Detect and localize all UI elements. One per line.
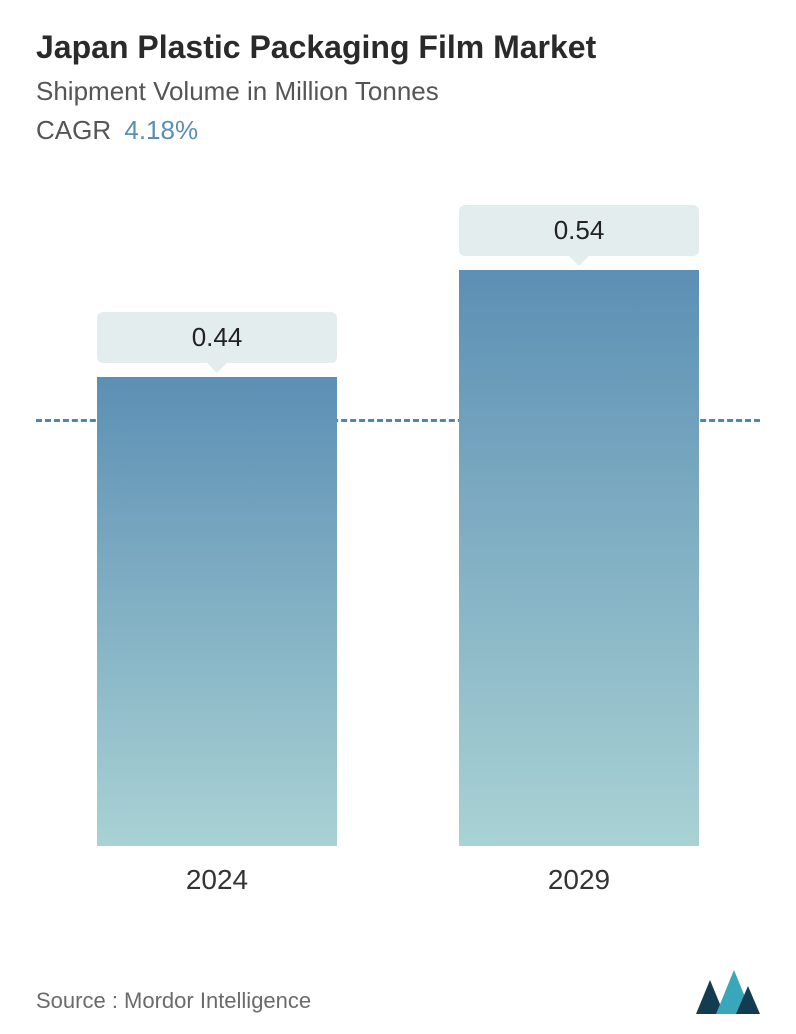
source-text: Source : Mordor Intelligence — [36, 988, 311, 1014]
chart-plot-area: 0.4420240.542029 — [36, 206, 760, 958]
bar — [97, 377, 337, 846]
x-axis-label: 2029 — [459, 864, 699, 896]
cagr-line: CAGR 4.18% — [36, 115, 760, 146]
chart-subtitle: Shipment Volume in Million Tonnes — [36, 76, 760, 107]
x-axis-label: 2024 — [97, 864, 337, 896]
chart-title: Japan Plastic Packaging Film Market — [36, 28, 760, 66]
chart-container: Japan Plastic Packaging Film Market Ship… — [0, 0, 796, 1034]
cagr-value: 4.18% — [124, 115, 198, 145]
mordor-logo-icon — [696, 970, 760, 1014]
bar-value-label: 0.54 — [459, 205, 699, 256]
bar — [459, 270, 699, 846]
bars-row: 0.442024 0.542029 — [36, 206, 760, 846]
cagr-label: CAGR — [36, 115, 111, 145]
bar-value-label: 0.44 — [97, 312, 337, 363]
bar-slot: 0.442024 — [97, 206, 337, 846]
chart-footer: Source : Mordor Intelligence — [36, 958, 760, 1014]
bar-slot: 0.542029 — [459, 206, 699, 846]
